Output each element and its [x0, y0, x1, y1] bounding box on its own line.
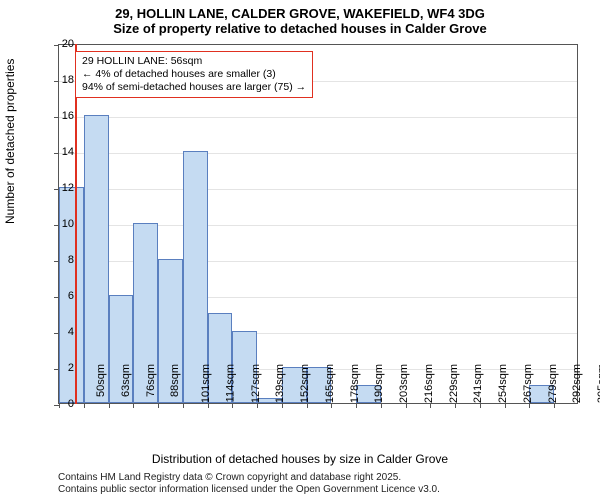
- x-tick-mark: [406, 403, 407, 408]
- x-tick-label: 292sqm: [572, 364, 584, 403]
- gridline: [59, 117, 577, 118]
- y-tick-label: 14: [62, 146, 74, 158]
- x-tick-mark: [331, 403, 332, 408]
- y-axis-title: Number of detached properties: [3, 59, 17, 224]
- callout-line-1: 29 HOLLIN LANE: 56sqm: [82, 55, 306, 68]
- x-tick-mark: [84, 403, 85, 408]
- x-tick-label: 279sqm: [547, 364, 559, 403]
- plot-region: 29 HOLLIN LANE: 56sqm ← 4% of detached h…: [58, 44, 578, 404]
- page-root: 29, HOLLIN LANE, CALDER GROVE, WAKEFIELD…: [0, 0, 600, 500]
- x-axis-title: Distribution of detached houses by size …: [0, 452, 600, 466]
- x-tick-mark: [381, 403, 382, 408]
- x-tick-label: 50sqm: [95, 364, 107, 397]
- x-tick-label: 190sqm: [374, 364, 386, 403]
- y-tick-label: 20: [62, 38, 74, 50]
- x-tick-label: 114sqm: [224, 364, 236, 402]
- x-tick-label: 139sqm: [274, 364, 286, 403]
- x-tick-mark: [133, 403, 134, 408]
- y-tick-label: 0: [68, 398, 74, 410]
- y-tick-label: 18: [62, 74, 74, 86]
- chart-area: 29 HOLLIN LANE: 56sqm ← 4% of detached h…: [58, 44, 578, 404]
- gridline: [59, 153, 577, 154]
- x-tick-mark: [282, 403, 283, 408]
- x-tick-mark: [257, 403, 258, 408]
- footer-line-2: Contains public sector information licen…: [58, 484, 440, 496]
- x-tick-label: 178sqm: [349, 364, 361, 403]
- x-tick-label: 216sqm: [423, 364, 435, 403]
- x-tick-label: 203sqm: [398, 364, 410, 403]
- x-tick-label: 63sqm: [120, 364, 132, 397]
- y-tick-label: 16: [62, 110, 74, 122]
- callout-line-2: ← 4% of detached houses are smaller (3): [82, 68, 306, 81]
- histogram-bar: [84, 115, 109, 403]
- x-tick-mark: [356, 403, 357, 408]
- gridline: [59, 189, 577, 190]
- x-tick-label: 101sqm: [200, 364, 212, 403]
- title-line-1: 29, HOLLIN LANE, CALDER GROVE, WAKEFIELD…: [0, 0, 600, 21]
- x-tick-label: 267sqm: [522, 364, 534, 403]
- y-tick-label: 4: [68, 326, 74, 338]
- marker-callout: 29 HOLLIN LANE: 56sqm ← 4% of detached h…: [75, 51, 313, 98]
- x-tick-mark: [455, 403, 456, 408]
- x-tick-label: 254sqm: [497, 364, 509, 403]
- x-tick-mark: [183, 403, 184, 408]
- title-line-2: Size of property relative to detached ho…: [0, 21, 600, 36]
- x-tick-label: 165sqm: [324, 364, 336, 403]
- x-tick-label: 127sqm: [250, 364, 262, 403]
- x-tick-mark: [109, 403, 110, 408]
- x-tick-mark: [208, 403, 209, 408]
- y-tick-label: 8: [68, 254, 74, 266]
- x-tick-mark: [505, 403, 506, 408]
- x-tick-label: 305sqm: [596, 364, 600, 403]
- y-tick-mark: [54, 45, 59, 46]
- x-tick-mark: [554, 403, 555, 408]
- x-tick-mark: [232, 403, 233, 408]
- x-tick-mark: [430, 403, 431, 408]
- x-tick-label: 152sqm: [299, 364, 311, 403]
- x-tick-label: 241sqm: [473, 364, 485, 403]
- footer: Contains HM Land Registry data © Crown c…: [58, 472, 440, 496]
- x-tick-mark: [529, 403, 530, 408]
- y-tick-label: 10: [62, 218, 74, 230]
- footer-line-1: Contains HM Land Registry data © Crown c…: [58, 472, 440, 484]
- y-tick-label: 2: [68, 362, 74, 374]
- x-tick-mark: [59, 403, 60, 408]
- y-tick-mark: [54, 153, 59, 154]
- x-tick-mark: [158, 403, 159, 408]
- x-tick-mark: [480, 403, 481, 408]
- callout-line-3: 94% of semi-detached houses are larger (…: [82, 81, 306, 94]
- x-tick-mark: [307, 403, 308, 408]
- x-tick-label: 76sqm: [145, 364, 157, 397]
- x-tick-label: 229sqm: [448, 364, 460, 403]
- y-tick-label: 12: [62, 182, 74, 194]
- y-tick-label: 6: [68, 290, 74, 302]
- y-tick-mark: [54, 117, 59, 118]
- x-tick-label: 88sqm: [169, 364, 181, 397]
- y-tick-mark: [54, 81, 59, 82]
